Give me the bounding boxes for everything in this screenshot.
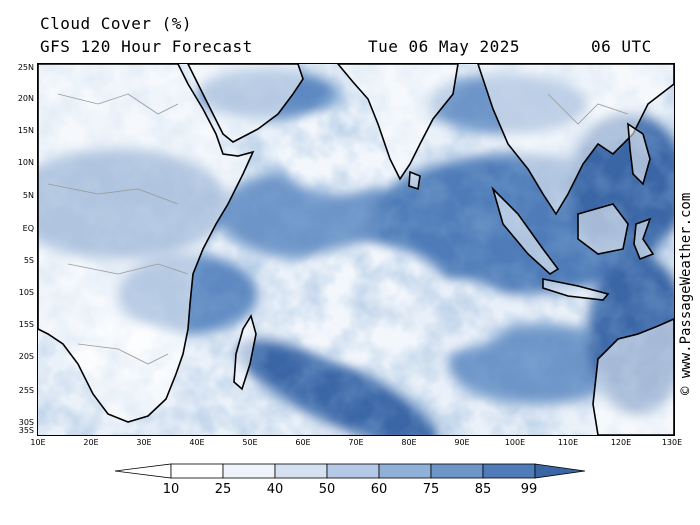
legend-arrow-right: [534, 463, 585, 479]
lon-tick-40e: 40E: [189, 438, 205, 447]
africa-coastline: [38, 64, 255, 423]
india-coastline: [336, 64, 459, 181]
sumatra-coastline: [491, 186, 560, 275]
forecast-time: 06 UTC: [591, 37, 652, 56]
forecast-subtitle: GFS 120 Hour Forecast: [40, 37, 253, 56]
borneo-coastline: [577, 203, 629, 255]
lon-tick-100e: 100E: [504, 438, 526, 447]
legend-label-85: 85: [474, 482, 492, 497]
legend-label-10: 10: [162, 482, 180, 497]
cloud-cover-map: [37, 63, 675, 436]
chart-title: Cloud Cover (%): [40, 14, 192, 33]
sulawesi-coastline: [633, 217, 655, 261]
legend-label-25: 25: [214, 482, 232, 497]
legend-bin-10-25: [170, 463, 224, 479]
lat-tick-15s: 15S: [18, 320, 34, 329]
lat-tick-5s: 5S: [23, 256, 34, 265]
land-masses: [38, 64, 674, 435]
arabia-coastline: [187, 64, 304, 143]
cloud-cover-legend: [115, 463, 585, 479]
copyright-text: © www.PassageWeather.com: [678, 192, 694, 395]
map-canvas: [38, 64, 674, 435]
lon-tick-60e: 60E: [295, 438, 311, 447]
lat-tick-20s: 20S: [18, 352, 34, 361]
lon-tick-10e: 10E: [30, 438, 46, 447]
legend-bin-40-50: [274, 463, 328, 479]
lon-tick-80e: 80E: [401, 438, 417, 447]
legend-bin-25-40: [222, 463, 276, 479]
legend-bin-85-99: [482, 463, 536, 479]
lat-tick-5n: 5N: [22, 191, 34, 200]
lat-tick-10n: 10N: [17, 158, 34, 167]
legend-arrow-left: [115, 463, 172, 479]
lat-tick-15n: 15N: [17, 126, 34, 135]
legend-bin-50-60: [326, 463, 380, 479]
legend-bin-60-75: [378, 463, 432, 479]
lat-tick-25n: 25N: [17, 63, 34, 72]
lon-tick-70e: 70E: [348, 438, 364, 447]
legend-label-50: 50: [318, 482, 336, 497]
lon-tick-130e: 130E: [661, 438, 683, 447]
madagascar-coastline: [233, 314, 257, 391]
legend-bin-75-85: [430, 463, 484, 479]
lon-tick-90e: 90E: [454, 438, 470, 447]
legend-label-60: 60: [370, 482, 388, 497]
legend-label-75: 75: [422, 482, 440, 497]
lat-tick-30s: 30S: [18, 418, 34, 427]
sri-lanka-coastline: [408, 170, 421, 191]
lon-tick-110e: 110E: [557, 438, 579, 447]
philippines-coastline: [627, 122, 651, 186]
lat-tick-25s: 25S: [18, 386, 34, 395]
lon-tick-50e: 50E: [242, 438, 258, 447]
lat-tick-eq: EQ: [22, 224, 34, 233]
country-borders: [47, 93, 629, 365]
lon-tick-30e: 30E: [136, 438, 152, 447]
legend-label-40: 40: [266, 482, 284, 497]
indochina-coastline: [477, 64, 674, 216]
lon-tick-120e: 120E: [610, 438, 632, 447]
lat-tick-10s: 10S: [18, 288, 34, 297]
lat-tick-20n: 20N: [17, 94, 34, 103]
legend-label-99: 99: [520, 482, 538, 497]
forecast-date: Tue 06 May 2025: [368, 37, 520, 56]
java-coastline: [542, 278, 610, 301]
lat-tick-35s: 35S: [18, 426, 34, 435]
lon-tick-20e: 20E: [83, 438, 99, 447]
australia-coastline: [592, 318, 674, 435]
